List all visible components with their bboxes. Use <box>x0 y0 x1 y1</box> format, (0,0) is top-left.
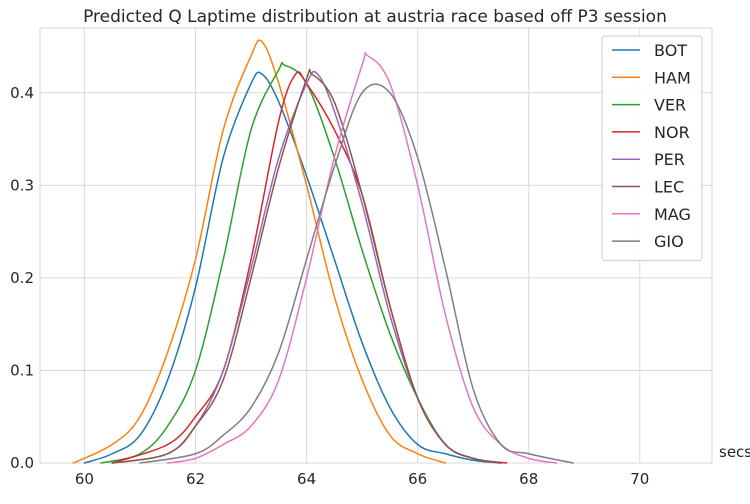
legend-label-gio: GIO <box>654 232 684 251</box>
series-line-bot <box>83 71 502 464</box>
legend-label-mag: MAG <box>654 205 691 224</box>
x-axis-label: secs <box>719 443 750 461</box>
series-line-ham <box>72 39 447 464</box>
legend-label-per: PER <box>654 150 685 169</box>
x-tick-label: 60 <box>75 470 94 488</box>
legend: BOT HAM VER NOR PER LEC MAG GIO <box>601 35 703 261</box>
y-tick-label: 0.3 <box>10 176 34 194</box>
chart-title: Predicted Q Laptime distribution at aust… <box>83 7 667 27</box>
series-line-mag <box>166 52 558 464</box>
series-layer <box>72 39 574 464</box>
series-line-lec <box>111 68 502 464</box>
x-tick-label: 62 <box>186 470 205 488</box>
tick-layer: 60 62 64 66 68 70 0.0 0.1 0.2 0.3 0.4 <box>10 84 649 488</box>
legend-label-nor: NOR <box>654 123 690 142</box>
y-tick-label: 0.2 <box>10 269 34 287</box>
grid-layer <box>40 28 712 464</box>
plot-area-border <box>39 27 713 464</box>
y-tick-label: 0.0 <box>10 454 34 472</box>
legend-label-bot: BOT <box>654 41 687 60</box>
x-tick-label: 68 <box>519 470 538 488</box>
legend-box <box>601 35 703 261</box>
y-tick-label: 0.4 <box>10 84 34 102</box>
legend-label-ham: HAM <box>654 68 691 87</box>
series-line-gio <box>139 83 574 464</box>
legend-label-ver: VER <box>654 96 686 115</box>
x-tick-label: 64 <box>297 470 316 488</box>
plot-frame <box>39 27 713 464</box>
y-tick-label: 0.1 <box>10 361 34 379</box>
legend-label-lec: LEC <box>654 178 684 197</box>
x-tick-label: 66 <box>408 470 427 488</box>
x-tick-label: 70 <box>630 470 649 488</box>
